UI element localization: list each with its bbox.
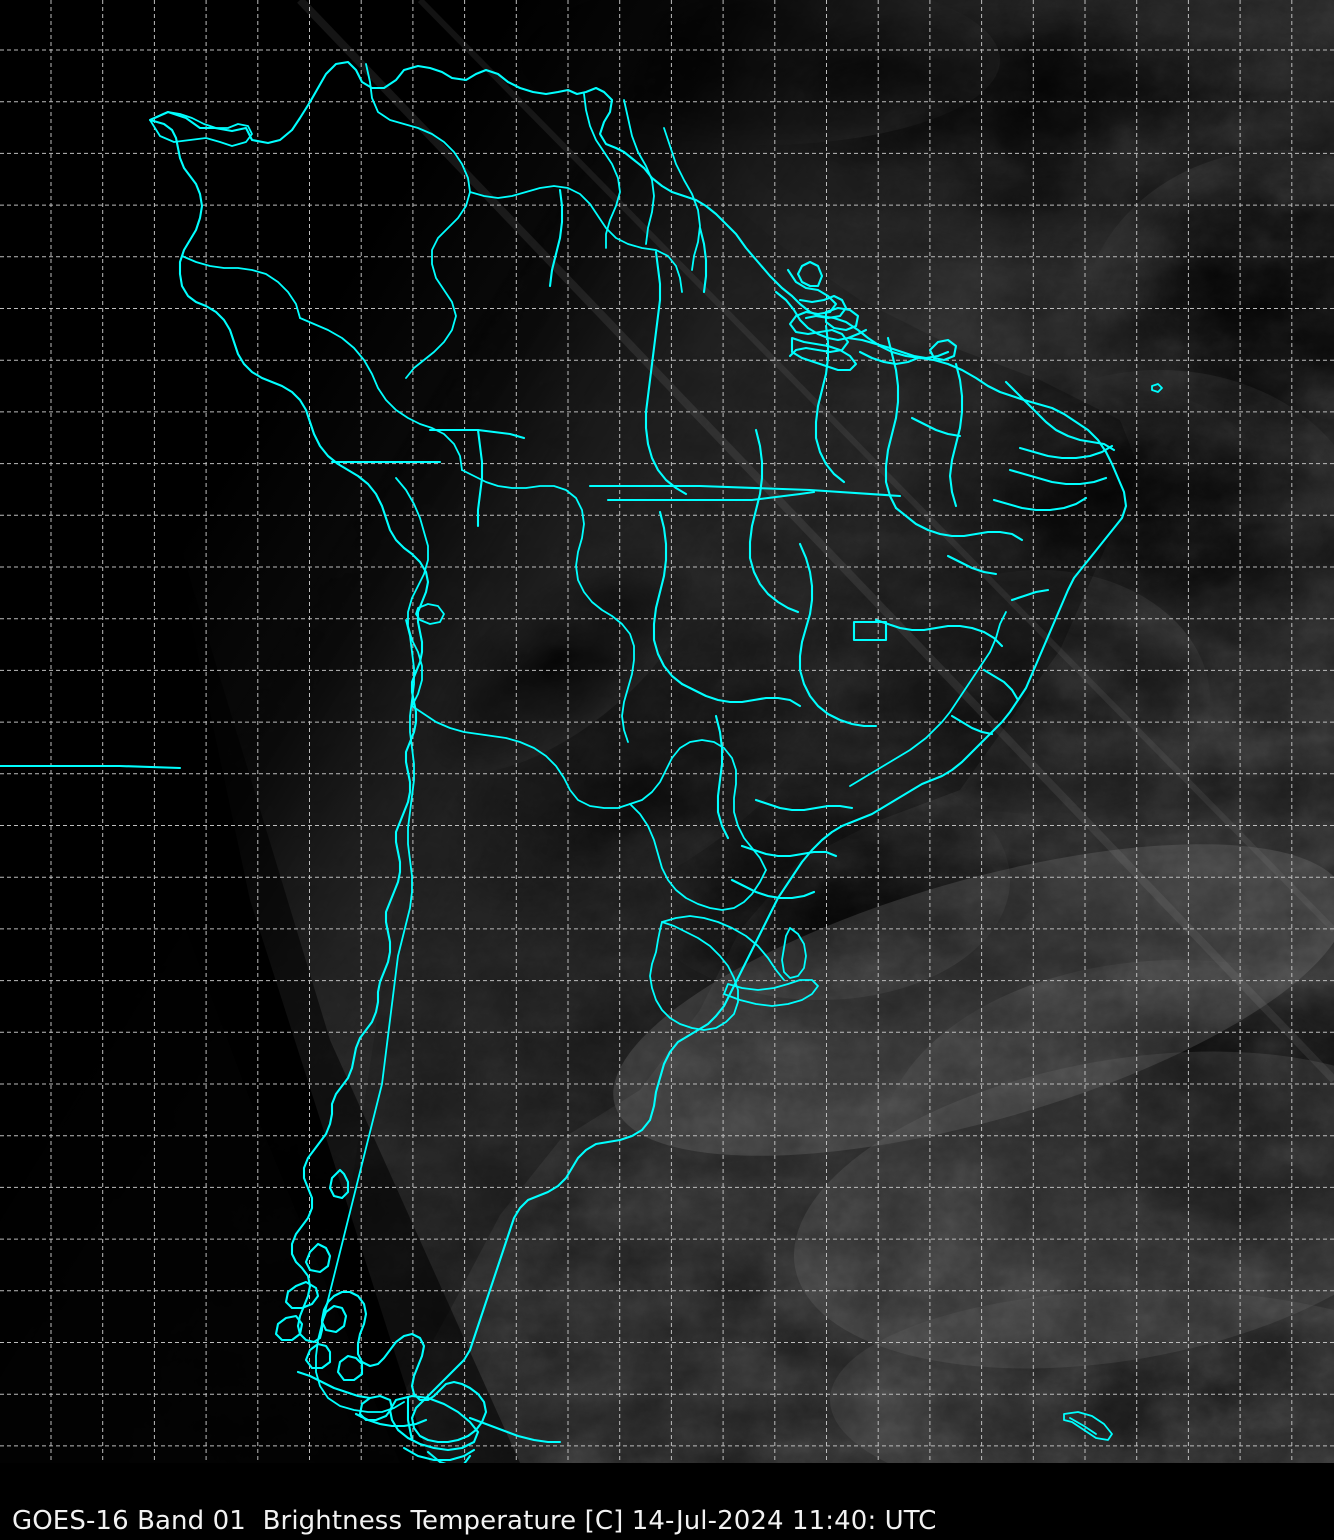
satellite-imagery-panel xyxy=(0,0,1334,1463)
imagery-raster xyxy=(0,0,1334,1463)
image-caption: GOES-16 Band 01 Brightness Temperature [… xyxy=(12,1506,937,1536)
